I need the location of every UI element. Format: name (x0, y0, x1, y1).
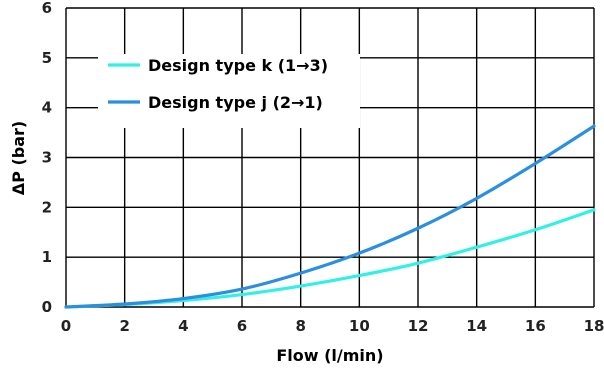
legend-label-2: Design type j (2→1) (148, 93, 323, 112)
y-tick-label: 1 (42, 248, 52, 266)
x-tick-label: 6 (237, 317, 247, 335)
x-tick-label: 14 (466, 317, 487, 335)
x-tick-label: 8 (295, 317, 305, 335)
y-tick-label: 2 (42, 198, 52, 216)
y-axis-title: ΔP (bar) (9, 121, 28, 195)
legend: Design type k (1→3) Design type j (2→1) (98, 54, 360, 128)
x-axis-title: Flow (l/min) (276, 346, 383, 365)
x-tick-label: 2 (119, 317, 129, 335)
y-tick-label: 3 (42, 149, 52, 167)
y-tick-label: 0 (42, 298, 52, 316)
series-line-2 (64, 124, 596, 309)
y-tick-label: 5 (42, 49, 52, 67)
x-tick-label: 10 (349, 317, 370, 335)
legend-background (98, 54, 360, 128)
x-tick-label: 4 (178, 317, 188, 335)
y-tick-label: 6 (42, 0, 52, 17)
x-tick-label: 12 (408, 317, 429, 335)
series-group (64, 124, 596, 309)
x-tick-label: 0 (61, 317, 71, 335)
x-tick-label: 18 (584, 317, 604, 335)
y-tick-label: 4 (42, 99, 52, 117)
legend-label-1: Design type k (1→3) (148, 56, 328, 75)
x-tick-label: 16 (525, 317, 546, 335)
